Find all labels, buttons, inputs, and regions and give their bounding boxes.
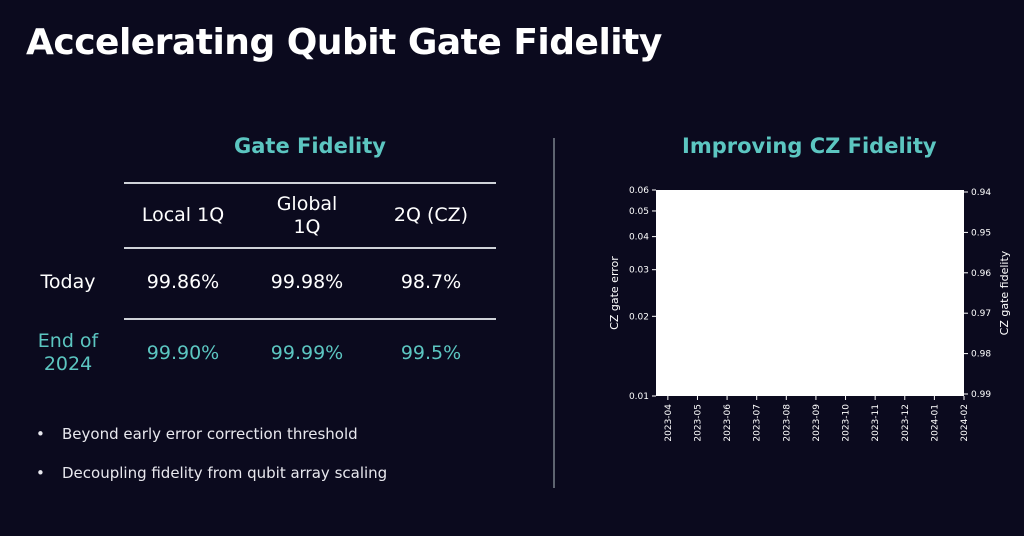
series-line <box>661 217 959 354</box>
cell-2024-2q-cz: 99.5% <box>400 342 462 364</box>
y-tick-label: 0.05 <box>629 207 649 217</box>
table-rule-mid <box>124 318 496 320</box>
table-rule-header <box>124 247 496 249</box>
x-tick-label: 2023-12 <box>901 404 911 442</box>
bullet-text: Decoupling fidelity from qubit array sca… <box>62 464 388 482</box>
slide-title: Accelerating Qubit Gate Fidelity <box>26 22 662 63</box>
column-header-global-1q: Global 1Q <box>276 193 338 238</box>
y2-tick-label: 0.95 <box>971 228 991 238</box>
y-tick-label: 0.06 <box>629 186 649 196</box>
cell-2024-local-1q: 99.90% <box>146 342 220 364</box>
cell-today-global-1q: 99.98% <box>270 271 344 293</box>
panel-divider <box>553 138 555 488</box>
cell-today-local-1q: 99.86% <box>146 271 220 293</box>
y-axis-label: CZ gate error <box>608 256 621 330</box>
data-point <box>925 328 932 335</box>
y-tick-label: 0.01 <box>629 392 649 402</box>
data-point <box>954 350 962 357</box>
x-tick-label: 2023-05 <box>693 404 703 442</box>
x-tick-label: 2023-10 <box>842 404 852 442</box>
x-tick-label: 2023-06 <box>723 404 733 442</box>
y2-tick-label: 0.96 <box>971 269 991 279</box>
row-label-today: Today <box>40 271 96 293</box>
cell-2024-global-1q: 99.99% <box>270 342 344 364</box>
x-tick-label: 2023-11 <box>871 404 881 442</box>
row-label-end-of-2024: End of 2024 <box>37 330 99 375</box>
y-tick-label: 0.03 <box>629 266 649 276</box>
cell-today-2q-cz: 98.7% <box>400 271 462 293</box>
plot-area <box>656 190 964 396</box>
cz-fidelity-chart: 0.01 0.02 0.03 0.04 0.05 0.06 0.94 0.95 0.96 0.97… <box>608 186 1011 442</box>
y2-tick-label: 0.94 <box>971 188 991 198</box>
data-point <box>658 214 666 222</box>
y-tick-label: 0.04 <box>629 233 649 243</box>
y2-tick-label: 0.98 <box>971 350 991 360</box>
table-title: Gate Fidelity <box>234 134 386 158</box>
bullet-text: Beyond early error correction threshold <box>62 425 358 443</box>
y-tick-label: 0.02 <box>629 312 649 322</box>
x-tick-label: 2023-07 <box>753 404 763 442</box>
x-tick-label: 2024-02 <box>960 404 970 442</box>
x-tick-label: 2023-04 <box>664 404 674 442</box>
chart-title: Improving CZ Fidelity <box>682 134 937 158</box>
y2-tick-label: 0.99 <box>971 390 991 400</box>
bullet-item: • Decoupling fidelity from qubit array sc… <box>36 464 388 482</box>
data-point <box>821 222 829 229</box>
column-header-2q-cz: 2Q (CZ) <box>393 204 469 226</box>
y2-axis-label: CZ gate fidelity <box>998 250 1011 335</box>
table-rule-top <box>124 182 496 184</box>
column-header-local-1q: Local 1Q <box>141 204 225 226</box>
x-tick-label: 2023-09 <box>812 404 822 442</box>
bullet-item: • Beyond early error correction threshold <box>36 425 358 443</box>
y2-tick-label: 0.97 <box>971 309 991 319</box>
x-tick-label: 2023-08 <box>782 404 792 442</box>
x-tick-label: 2024-01 <box>930 404 940 442</box>
